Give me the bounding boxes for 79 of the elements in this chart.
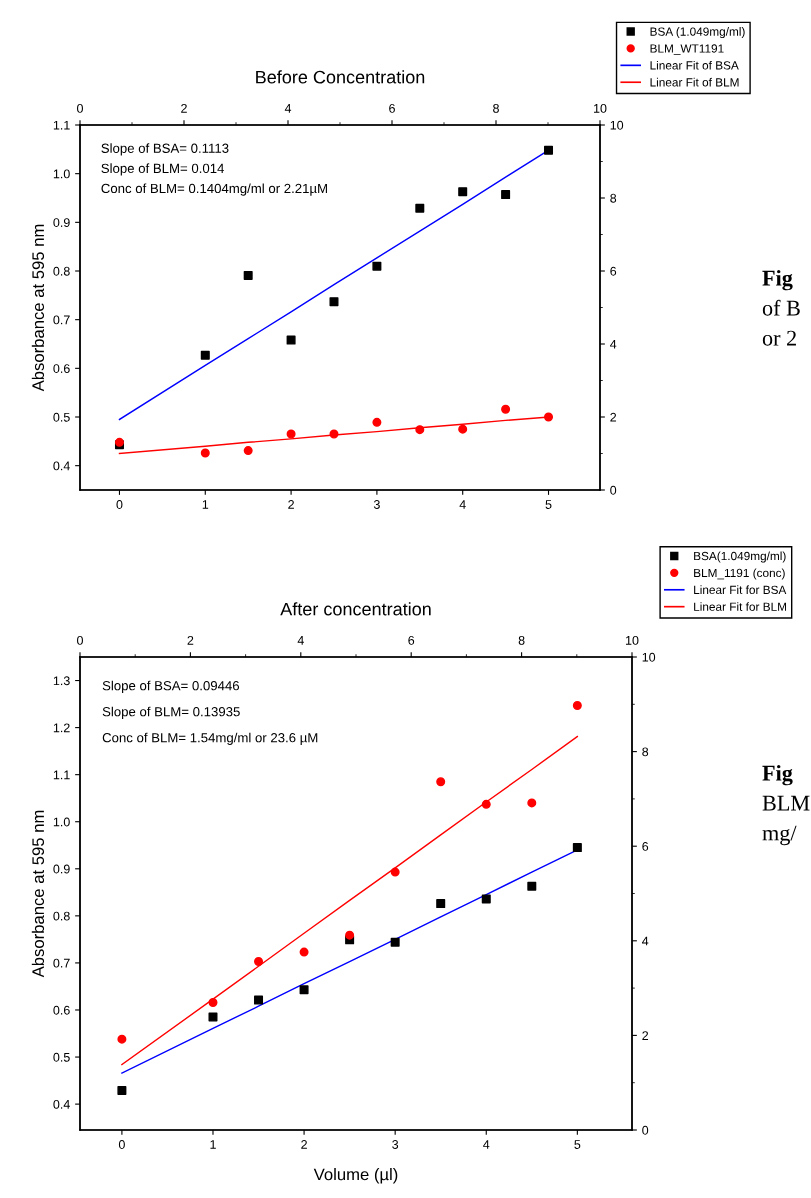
x-tick-label: 2	[301, 1140, 307, 1149]
x2-tick-label: 10	[626, 635, 639, 645]
text: BLM	[762, 795, 810, 811]
x-tick-label: 5	[574, 1140, 581, 1149]
legend-label: BSA(1.049mg/ml)	[694, 551, 786, 563]
y-tick-label: 1.2	[53, 723, 70, 733]
y2-tick-label: 6	[642, 842, 649, 851]
y2-tick-label: 10	[642, 652, 656, 662]
text: or 2	[762, 330, 796, 346]
x-tick-label: 3	[373, 500, 380, 509]
x2-tick-label: 10	[594, 103, 607, 113]
y-tick-label: 1.3	[53, 676, 70, 686]
y-tick-label: 1.1	[53, 770, 70, 780]
y-tick-label: 0.4	[53, 461, 70, 471]
x2-tick-label: 2	[187, 635, 194, 645]
legend-label: Linear Fit of BLM	[650, 77, 739, 87]
y-tick-label: 1.1	[53, 120, 70, 130]
y2-tick-label: 2	[642, 1031, 649, 1040]
legend-label: Linear Fit of BSA	[650, 60, 739, 70]
chart-title: Before Concentration	[256, 70, 425, 84]
x-tick-label: 3	[392, 1140, 399, 1149]
y-axis-title: Absorbance at 595 nm	[31, 224, 45, 392]
x2-tick-label: 2	[181, 103, 187, 113]
x-tick-label: 2	[288, 500, 294, 509]
x-tick-label: 4	[459, 500, 466, 509]
legend-label: BSA (1.049mg/ml)	[650, 27, 745, 39]
y2-tick-label: 8	[642, 747, 649, 757]
y2-tick-label: 6	[610, 266, 617, 276]
y-tick-label: 0.8	[53, 911, 70, 921]
y-tick-label: 0.7	[53, 315, 70, 325]
y2-tick-label: 4	[610, 339, 617, 349]
y-tick-label: 0.6	[53, 364, 70, 373]
x2-tick-label: 0	[77, 635, 83, 645]
y-axis-title: Absorbance at 595 nm	[31, 810, 45, 978]
y-tick-label: 0.4	[53, 1099, 70, 1109]
x-tick-label: 4	[483, 1140, 490, 1149]
y2-tick-label: 2	[610, 412, 617, 422]
y-tick-label: 1.0	[53, 169, 70, 179]
y2-tick-label: 8	[610, 193, 617, 203]
y-tick-label: 0.9	[53, 218, 70, 227]
y-tick-label: 0.5	[53, 1052, 70, 1062]
annotation: Slope of BSA= 0.1113	[101, 143, 229, 156]
text: Fig	[762, 765, 793, 786]
y-tick-label: 0.6	[53, 1005, 70, 1015]
annotation: Slope of BSA= 0.09446	[102, 680, 240, 693]
text: Fig	[762, 270, 793, 291]
x2-tick-label: 4	[284, 104, 292, 113]
x2-tick-label: 8	[518, 635, 525, 645]
x2-tick-label: 0	[77, 103, 83, 113]
text: of B	[762, 299, 800, 316]
legend-label: Linear Fit for BSA	[694, 585, 787, 595]
y2-tick-label: 4	[642, 936, 649, 946]
y-tick-label: 0.7	[53, 958, 70, 968]
x-tick-label: 1	[202, 500, 209, 509]
x2-tick-label: 8	[493, 103, 499, 113]
x-axis-title: Volume (µl)	[313, 1168, 398, 1184]
x-tick-label: 5	[545, 500, 552, 509]
x-tick-label: 0	[118, 1140, 125, 1149]
annotation: Conc of BLM= 0.1404mg/ml or 2.21µM	[101, 183, 327, 196]
y-tick-label: 0.5	[53, 412, 70, 422]
y2-tick-label: 0	[642, 1125, 649, 1135]
y2-tick-label: 0	[610, 485, 617, 495]
y-tick-label: 1.0	[53, 817, 70, 827]
legend-label: BLM_1191 (conc)	[694, 568, 785, 580]
annotation: Slope of BLM= 0.13935	[102, 706, 240, 719]
x-tick-label: 0	[116, 500, 123, 509]
x2-tick-label: 6	[408, 635, 415, 645]
x-tick-label: 1	[210, 1140, 216, 1149]
legend-label: Linear Fit for BLM	[694, 602, 787, 611]
annotation: Slope of BLM= 0.014	[101, 163, 225, 176]
text: mg/	[762, 825, 797, 846]
x2-tick-label: 4	[297, 636, 304, 645]
y2-tick-label: 10	[610, 120, 624, 130]
chart-title: After concentration	[280, 602, 431, 616]
y-tick-label: 0.8	[53, 266, 70, 276]
annotation: Conc of BLM= 1.54mg/ml or 23.6 µM	[102, 732, 318, 745]
y-tick-label: 0.9	[53, 864, 70, 874]
x2-tick-label: 6	[389, 103, 395, 113]
legend-label: BLM_WT1191	[650, 44, 724, 55]
